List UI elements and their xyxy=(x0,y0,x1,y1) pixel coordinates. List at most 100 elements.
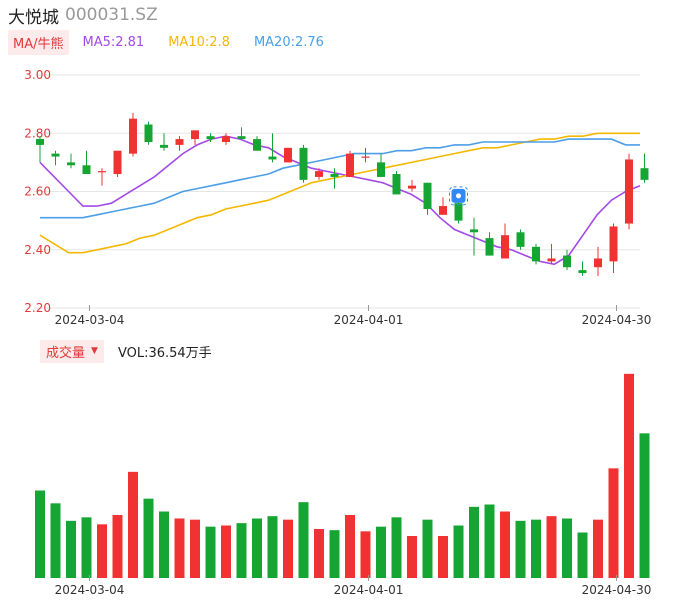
candlestick xyxy=(532,243,540,265)
candlestick xyxy=(423,182,432,215)
candlestick xyxy=(113,150,122,177)
volume-bar xyxy=(453,525,464,578)
volume-bar xyxy=(469,506,479,578)
x-tick-label: 2024-03-04 xyxy=(55,313,125,327)
stock-name: 大悦城 xyxy=(8,7,59,28)
ma5-legend-item: MA5:2.81 xyxy=(82,34,145,50)
caret-down-icon: ▼ xyxy=(91,346,98,356)
ma5-line xyxy=(39,135,641,266)
volume-bar xyxy=(298,502,309,578)
volume-bar xyxy=(174,518,185,578)
volume-bar xyxy=(221,525,231,578)
volume-bar xyxy=(608,468,619,578)
candlestick xyxy=(191,130,199,145)
candlestick xyxy=(36,136,44,163)
volume-bar xyxy=(546,516,557,578)
volume-bar xyxy=(360,531,371,578)
candlestick xyxy=(501,223,509,259)
ma20-legend-item: MA20:2.76 xyxy=(253,34,324,50)
x-tick-label: 2024-04-30 xyxy=(582,313,652,327)
candlestick xyxy=(439,197,447,215)
candlestick xyxy=(547,243,556,265)
candlestick xyxy=(284,147,292,163)
volume-bar xyxy=(577,532,588,578)
candlestick xyxy=(346,150,354,177)
candlestick xyxy=(98,168,106,186)
y-tick-label: 2.40 xyxy=(24,243,51,257)
x-tick-label: 2024-04-01 xyxy=(334,313,404,327)
volume-indicator-label: 成交量 xyxy=(46,345,86,361)
candlestick xyxy=(253,136,261,151)
volume-bar xyxy=(593,519,603,578)
candlestick xyxy=(470,217,478,256)
volume-bar xyxy=(329,530,340,578)
candlestick xyxy=(129,112,137,157)
volume-bar xyxy=(35,490,45,578)
volume-bar xyxy=(314,529,324,578)
ma20-line xyxy=(40,138,640,219)
volume-bar xyxy=(376,526,386,578)
volume-bar xyxy=(283,519,293,578)
volume-bar xyxy=(624,373,634,578)
volume-bar xyxy=(252,518,262,578)
candlesticks xyxy=(36,112,649,276)
stock-code: 000031.SZ xyxy=(65,5,158,25)
candlestick xyxy=(361,147,370,163)
volume-bar xyxy=(267,516,278,578)
candlestick xyxy=(330,168,339,189)
volume-bar xyxy=(190,519,200,578)
ma-indicator-selector[interactable]: MA/牛熊 xyxy=(8,29,69,55)
stock-header: 大悦城 000031.SZ xyxy=(8,2,158,28)
candlestick xyxy=(392,171,401,195)
candlestick xyxy=(82,150,91,175)
candlestick xyxy=(144,121,153,145)
volume-bar xyxy=(81,517,92,578)
candlestick xyxy=(516,229,525,250)
volume-bar xyxy=(205,526,216,578)
candlestick xyxy=(563,249,571,271)
candlestick xyxy=(625,153,633,230)
volume-value: VOL:36.54万手 xyxy=(117,345,212,361)
event-marker[interactable] xyxy=(449,186,468,206)
volume-bar xyxy=(515,520,526,578)
x-tick-label: 2024-04-01 xyxy=(334,583,404,597)
volume-indicator-selector[interactable]: 成交量 ▼ xyxy=(40,339,104,363)
volume-bar xyxy=(438,536,448,578)
volume-bar xyxy=(159,511,169,578)
volume-bar xyxy=(66,520,76,578)
candlestick xyxy=(175,136,184,151)
volume-bar xyxy=(639,433,650,578)
volume-bar xyxy=(345,515,355,578)
candlestick xyxy=(299,144,308,183)
candlestick xyxy=(222,133,230,145)
volume-legend: 成交量 ▼ VOL:36.54万手 xyxy=(40,339,212,363)
volume-x-axis: 2024-03-04 2024-04-01 2024-04-30 xyxy=(55,575,651,597)
candlestick xyxy=(578,261,587,276)
candlestick xyxy=(315,168,323,180)
volume-bar xyxy=(391,517,402,578)
ma10-legend-item: MA10:2.8 xyxy=(168,34,230,50)
candlestick xyxy=(609,223,618,274)
candlestick xyxy=(206,133,215,142)
ma10-line xyxy=(39,132,640,254)
volume-bar xyxy=(50,503,61,578)
y-tick-label: 2.60 xyxy=(24,185,51,199)
volume-bars xyxy=(35,373,650,578)
volume-bar xyxy=(128,471,138,578)
volume-bar xyxy=(236,523,247,578)
candlestick xyxy=(377,153,385,177)
candlestick xyxy=(640,153,649,183)
volume-bar xyxy=(562,518,572,578)
candlestick xyxy=(408,179,416,192)
ma-legend: MA/牛熊 MA5:2.81 MA10:2.8 MA20:2.76 xyxy=(8,29,324,55)
candlestick xyxy=(160,133,168,151)
volume-bar xyxy=(112,515,123,578)
volume-bar xyxy=(407,536,417,578)
y-tick-label: 2.80 xyxy=(24,126,51,140)
volume-bar xyxy=(97,524,107,578)
candlestick xyxy=(594,246,602,276)
price-grid: 3.00 2.80 2.60 2.40 2.20 xyxy=(24,68,640,315)
volume-bar xyxy=(143,498,154,578)
candlestick xyxy=(485,232,494,256)
